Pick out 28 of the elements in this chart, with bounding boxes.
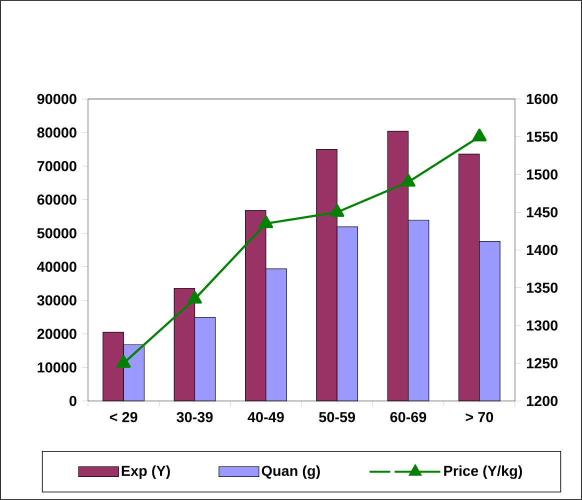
y2-tick-label: 1400 xyxy=(526,244,558,256)
y2-tick-label: 1250 xyxy=(526,358,558,368)
y-tick-label: 20000 xyxy=(37,328,76,339)
legend-label: Quan (g) xyxy=(262,465,320,479)
y-tick-label: 50000 xyxy=(37,228,76,238)
x-tick-label: 40-49 xyxy=(248,412,284,422)
y-tick-label: 0 xyxy=(70,396,76,406)
y-tick-label: 70000 xyxy=(37,160,76,172)
x-tick-label: 30-39 xyxy=(176,412,213,422)
y2-tick-label: 1600 xyxy=(526,94,558,104)
x-tick-label: 50-59 xyxy=(319,412,356,422)
x-tick-label: < 29 xyxy=(110,412,138,422)
y-tick-label: 60000 xyxy=(37,194,76,205)
y2-tick-label: 1350 xyxy=(526,282,558,293)
x-tick-label: 60-69 xyxy=(390,412,426,422)
y-tick-label: 90000 xyxy=(37,94,76,104)
y2-tick-label: 1500 xyxy=(526,169,558,180)
y2-tick-label: 1450 xyxy=(526,207,558,218)
y2-tick-label: 1200 xyxy=(526,396,558,406)
y-tick-label: 30000 xyxy=(37,295,76,306)
legend-label: Price (Y/kg) xyxy=(444,465,522,479)
x-tick-label: > 70 xyxy=(466,412,494,422)
y2-tick-label: 1550 xyxy=(526,132,558,142)
y-tick-label: 80000 xyxy=(37,127,76,138)
y-tick-label: 10000 xyxy=(38,362,76,373)
y2-tick-label: 1300 xyxy=(526,320,558,331)
legend-label: Exp (Y) xyxy=(122,465,170,479)
y-tick-label: 40000 xyxy=(37,262,76,272)
